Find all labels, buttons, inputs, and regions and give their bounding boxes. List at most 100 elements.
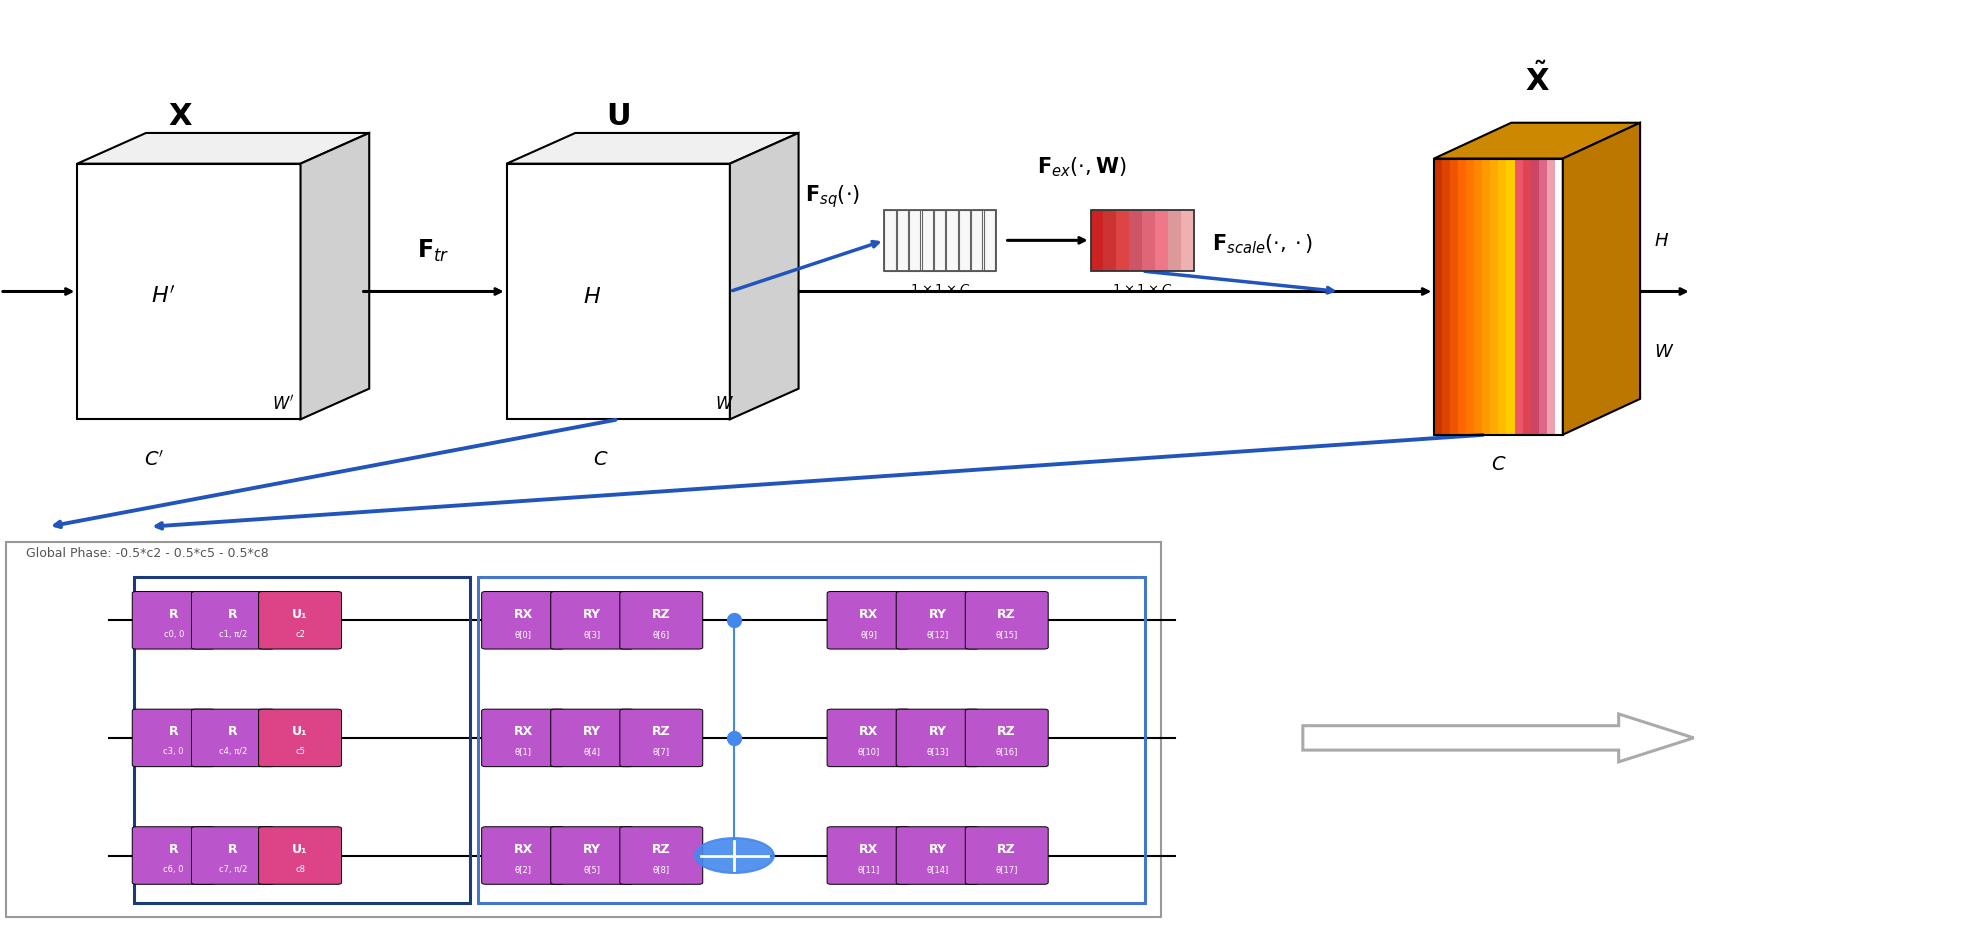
Text: θ[5]: θ[5]	[584, 865, 600, 874]
Text: $\mathbf{F}_{scale}(\cdot,\cdot)$: $\mathbf{F}_{scale}(\cdot,\cdot)$	[1211, 232, 1312, 256]
Text: $W$: $W$	[714, 395, 734, 413]
Text: θ[11]: θ[11]	[856, 865, 880, 874]
Text: RX: RX	[513, 608, 533, 620]
Text: RX: RX	[858, 725, 878, 739]
Polygon shape	[1521, 158, 1529, 435]
Polygon shape	[507, 133, 799, 164]
Text: Global Phase: -0.5*c2 - 0.5*c5 - 0.5*c8: Global Phase: -0.5*c2 - 0.5*c5 - 0.5*c8	[26, 546, 268, 560]
Text: $1\times1\times C$: $1\times1\times C$	[1111, 283, 1172, 296]
Text: θ[9]: θ[9]	[860, 630, 876, 638]
Text: θ[13]: θ[13]	[925, 747, 949, 757]
FancyBboxPatch shape	[827, 592, 910, 649]
Text: RX: RX	[858, 843, 878, 856]
Bar	[884, 209, 996, 271]
Text: $1\times1\times C$: $1\times1\times C$	[910, 283, 971, 296]
Polygon shape	[1547, 158, 1555, 435]
Text: c2: c2	[294, 630, 306, 638]
Polygon shape	[1490, 158, 1498, 435]
FancyBboxPatch shape	[191, 709, 274, 767]
Polygon shape	[300, 133, 369, 420]
FancyBboxPatch shape	[481, 592, 564, 649]
Text: $\mathbf{U}$: $\mathbf{U}$	[606, 102, 629, 131]
Polygon shape	[1529, 158, 1537, 435]
Text: $C$: $C$	[1490, 456, 1505, 474]
Text: c1, π/2: c1, π/2	[219, 630, 247, 638]
Bar	[1168, 209, 1180, 271]
Bar	[6, 542, 1160, 917]
Bar	[1154, 209, 1168, 271]
Text: RY: RY	[582, 843, 602, 856]
Bar	[1142, 209, 1154, 271]
FancyBboxPatch shape	[965, 592, 1048, 649]
Text: θ[7]: θ[7]	[653, 747, 669, 757]
Text: θ[8]: θ[8]	[653, 865, 669, 874]
Text: $\mathbf{F}_{sq}(\cdot)$: $\mathbf{F}_{sq}(\cdot)$	[805, 183, 860, 209]
Text: $\mathbf{F}_{ex}(\cdot,\mathbf{W})$: $\mathbf{F}_{ex}(\cdot,\mathbf{W})$	[1036, 155, 1127, 179]
FancyBboxPatch shape	[481, 827, 564, 884]
Text: RZ: RZ	[996, 608, 1016, 620]
Text: $\tilde{\mathbf{X}}$: $\tilde{\mathbf{X}}$	[1523, 63, 1549, 98]
Text: RZ: RZ	[651, 725, 671, 739]
Text: θ[12]: θ[12]	[925, 630, 949, 638]
Text: RY: RY	[582, 608, 602, 620]
Bar	[1089, 209, 1103, 271]
Text: c3, 0: c3, 0	[164, 747, 183, 757]
Bar	[959, 209, 969, 271]
Text: RY: RY	[927, 608, 947, 620]
FancyBboxPatch shape	[896, 592, 979, 649]
Text: RX: RX	[513, 725, 533, 739]
Text: θ[15]: θ[15]	[994, 630, 1018, 638]
Bar	[971, 209, 983, 271]
Bar	[134, 577, 470, 903]
Text: $C$: $C$	[594, 450, 608, 469]
Polygon shape	[1555, 158, 1563, 435]
Text: $H$: $H$	[1653, 232, 1667, 250]
Polygon shape	[77, 164, 300, 420]
Text: U₁: U₁	[292, 608, 308, 620]
Polygon shape	[1513, 158, 1521, 435]
Text: c7, π/2: c7, π/2	[219, 865, 247, 874]
Text: θ[2]: θ[2]	[515, 865, 531, 874]
Text: RZ: RZ	[651, 843, 671, 856]
Text: RY: RY	[927, 725, 947, 739]
Text: RX: RX	[858, 608, 878, 620]
Text: R: R	[229, 843, 237, 856]
Polygon shape	[1498, 158, 1505, 435]
Text: $q_2$: $q_2$	[57, 846, 81, 866]
Polygon shape	[77, 133, 369, 164]
Text: c8: c8	[294, 865, 306, 874]
Text: R: R	[229, 725, 237, 739]
Bar	[1103, 209, 1117, 271]
Text: θ[14]: θ[14]	[925, 865, 949, 874]
Polygon shape	[1432, 158, 1442, 435]
FancyBboxPatch shape	[258, 592, 341, 649]
Text: $W$: $W$	[1653, 343, 1673, 361]
Text: θ[3]: θ[3]	[584, 630, 600, 638]
Text: c0, 0: c0, 0	[164, 630, 183, 638]
Text: RZ: RZ	[651, 608, 671, 620]
Text: $H'$: $H'$	[150, 286, 176, 308]
Polygon shape	[1537, 158, 1547, 435]
Text: RX: RX	[513, 843, 533, 856]
Text: $W'$: $W'$	[272, 395, 294, 414]
Text: R: R	[170, 843, 178, 856]
Polygon shape	[1432, 123, 1640, 158]
Polygon shape	[1505, 158, 1513, 435]
FancyBboxPatch shape	[258, 827, 341, 884]
FancyBboxPatch shape	[620, 827, 702, 884]
Bar	[910, 209, 919, 271]
Text: U₁: U₁	[292, 843, 308, 856]
Text: c5: c5	[294, 747, 306, 757]
FancyBboxPatch shape	[620, 709, 702, 767]
Text: R: R	[170, 608, 178, 620]
Text: θ[16]: θ[16]	[994, 747, 1018, 757]
Polygon shape	[1458, 158, 1466, 435]
Text: RY: RY	[582, 725, 602, 739]
Text: θ[4]: θ[4]	[584, 747, 600, 757]
Bar	[1089, 209, 1194, 271]
Circle shape	[694, 838, 773, 873]
Bar	[933, 209, 945, 271]
FancyBboxPatch shape	[550, 592, 633, 649]
Polygon shape	[507, 164, 730, 420]
Text: $q_1$: $q_1$	[57, 728, 81, 748]
